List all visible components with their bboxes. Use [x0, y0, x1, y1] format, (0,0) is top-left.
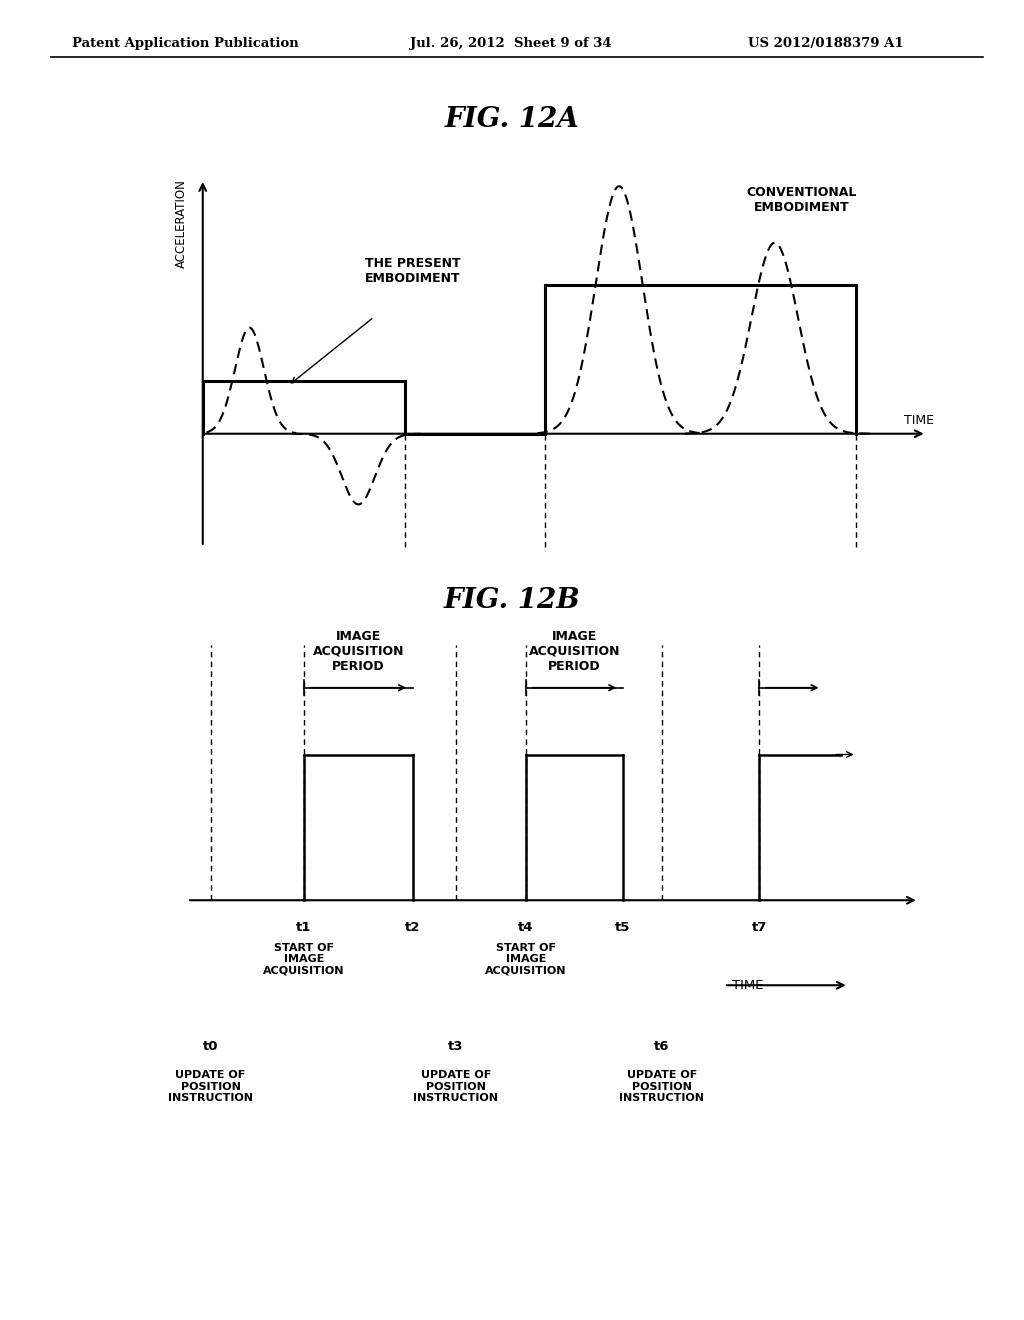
Text: t7: t7: [752, 921, 767, 935]
Text: START OF
IMAGE
ACQUISITION: START OF IMAGE ACQUISITION: [485, 942, 566, 975]
Text: FIG. 12B: FIG. 12B: [443, 587, 581, 614]
Text: t5: t5: [615, 921, 631, 935]
Text: THE PRESENT
EMBODIMENT: THE PRESENT EMBODIMENT: [366, 257, 461, 285]
Text: t3: t3: [447, 1040, 464, 1053]
Text: Patent Application Publication: Patent Application Publication: [72, 37, 298, 50]
Text: UPDATE OF
POSITION
INSTRUCTION: UPDATE OF POSITION INSTRUCTION: [168, 1071, 253, 1104]
Text: IMAGE
ACQUISITION
PERIOD: IMAGE ACQUISITION PERIOD: [312, 630, 404, 672]
Text: UPDATE OF
POSITION
INSTRUCTION: UPDATE OF POSITION INSTRUCTION: [620, 1071, 705, 1104]
Text: US 2012/0188379 A1: US 2012/0188379 A1: [748, 37, 903, 50]
Text: START OF
IMAGE
ACQUISITION: START OF IMAGE ACQUISITION: [263, 942, 345, 975]
Text: CONVENTIONAL
EMBODIMENT: CONVENTIONAL EMBODIMENT: [746, 186, 857, 214]
Text: t0: t0: [203, 1040, 218, 1053]
Text: t2: t2: [406, 921, 421, 935]
Text: TIME: TIME: [732, 978, 764, 991]
Text: t4: t4: [518, 921, 534, 935]
Text: ACCELERATION: ACCELERATION: [174, 180, 187, 268]
Text: t6: t6: [654, 1040, 670, 1053]
Text: TIME: TIME: [904, 413, 934, 426]
Text: Jul. 26, 2012  Sheet 9 of 34: Jul. 26, 2012 Sheet 9 of 34: [410, 37, 611, 50]
Text: t1: t1: [296, 921, 311, 935]
Text: IMAGE
ACQUISITION
PERIOD: IMAGE ACQUISITION PERIOD: [528, 630, 621, 672]
Text: UPDATE OF
POSITION
INSTRUCTION: UPDATE OF POSITION INSTRUCTION: [413, 1071, 499, 1104]
Text: FIG. 12A: FIG. 12A: [444, 106, 580, 132]
